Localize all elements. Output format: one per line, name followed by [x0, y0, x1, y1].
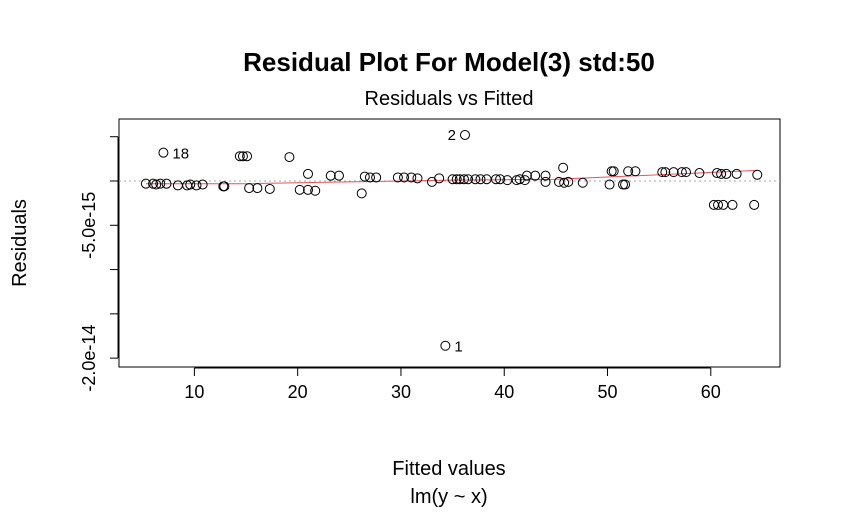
data-point	[668, 167, 679, 178]
data-point	[752, 169, 763, 180]
data-point	[475, 174, 486, 185]
data-point	[481, 174, 492, 185]
x-axis-sublabel: lm(y ~ x)	[410, 486, 487, 508]
data-point	[359, 171, 370, 182]
data-point	[244, 183, 255, 194]
data-point	[490, 174, 501, 185]
data-point	[608, 166, 619, 177]
y-axis-label: Residuals	[9, 199, 31, 287]
data-point	[559, 177, 570, 188]
data-point	[219, 181, 230, 192]
data-point	[563, 176, 574, 187]
x-axis-label: Fitted values	[392, 458, 505, 480]
data-point	[161, 178, 172, 189]
data-point	[234, 151, 245, 162]
data-point	[604, 179, 615, 190]
data-point	[185, 179, 196, 190]
data-point	[284, 152, 295, 163]
data-point	[191, 180, 202, 191]
data-point	[459, 129, 470, 140]
data-point	[294, 184, 305, 195]
data-point	[681, 167, 692, 178]
data-point	[458, 174, 469, 185]
data-point	[521, 170, 532, 181]
y-tick-label: -5.0e-15	[79, 192, 99, 259]
point-label: 18	[172, 146, 189, 163]
y-axis: -5.0e-15 -2.0e-14	[79, 136, 119, 392]
data-point	[454, 174, 465, 185]
data-point	[731, 168, 742, 179]
data-point	[623, 166, 634, 177]
data-point	[630, 166, 641, 177]
data-point	[620, 179, 631, 190]
data-point	[172, 180, 183, 191]
x-tick-label: 20	[288, 382, 308, 402]
data-point	[440, 340, 451, 351]
data-point	[716, 168, 727, 179]
data-point	[392, 172, 403, 183]
data-point	[713, 199, 724, 210]
data-point	[727, 199, 738, 210]
data-point	[694, 168, 705, 179]
x-axis: 10 20 30 40 50 60	[184, 367, 721, 402]
data-point	[155, 178, 166, 189]
data-point	[406, 172, 417, 183]
x-tick-label: 50	[598, 382, 618, 402]
x-tick-label: 30	[391, 382, 411, 402]
data-point	[242, 151, 253, 162]
data-point	[606, 166, 617, 177]
data-point	[197, 179, 208, 190]
data-point	[749, 199, 760, 210]
data-point	[412, 173, 423, 184]
data-point	[463, 174, 474, 185]
data-point	[325, 170, 336, 181]
data-point	[310, 185, 321, 196]
x-tick-label: 10	[184, 382, 204, 402]
data-point	[158, 147, 169, 158]
data-point	[519, 175, 530, 186]
x-tick-label: 60	[701, 382, 721, 402]
data-point	[364, 172, 375, 183]
data-point	[540, 170, 551, 181]
data-point	[399, 172, 410, 183]
data-point	[470, 174, 481, 185]
points-group	[140, 129, 763, 351]
data-point	[333, 170, 344, 181]
plot-frame	[118, 118, 781, 368]
data-point	[140, 178, 151, 189]
data-point	[264, 183, 275, 194]
chart-title: Residual Plot For Model(3) std:50	[243, 47, 655, 77]
data-point	[618, 179, 629, 190]
data-point	[434, 173, 445, 184]
data-point	[676, 167, 687, 178]
data-point	[356, 188, 367, 199]
data-point	[303, 184, 314, 195]
data-point	[451, 174, 462, 185]
data-point	[371, 172, 382, 183]
data-point	[237, 151, 248, 162]
data-point	[660, 167, 671, 178]
point-label: 2	[448, 127, 456, 144]
y-tick-label: -2.0e-14	[79, 325, 99, 392]
data-point	[151, 179, 162, 190]
data-point	[252, 183, 263, 194]
data-point	[558, 162, 569, 173]
data-point	[495, 174, 506, 185]
data-point	[721, 168, 732, 179]
data-point	[540, 176, 551, 187]
chart-subtitle: Residuals vs Fitted	[365, 88, 534, 110]
x-tick-label: 40	[494, 382, 514, 402]
data-point	[577, 177, 588, 188]
data-point	[718, 199, 729, 210]
data-point	[530, 170, 541, 181]
data-point	[303, 168, 314, 179]
data-point	[447, 174, 458, 185]
data-point	[657, 167, 668, 178]
point-label: 1	[454, 339, 462, 356]
